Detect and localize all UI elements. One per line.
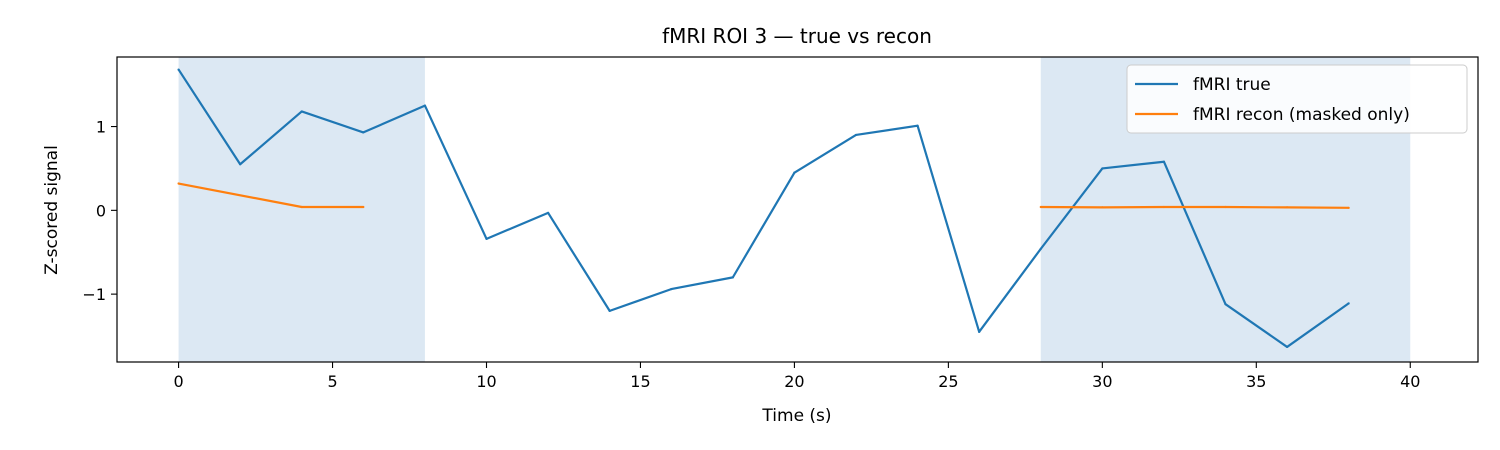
data-point-recon [1285,206,1289,209]
x-tick-label: 40 [1400,372,1420,391]
x-tick-label: 35 [1246,372,1266,391]
series-line-fmri-true [177,68,1350,349]
data-point-true [1162,160,1166,163]
data-point-true [731,276,734,279]
data-point-true [608,309,611,312]
data-point-true [1285,345,1289,349]
x-tick-label: 15 [630,372,650,391]
x-tick-label: 5 [327,372,337,391]
plot-frame [116,56,1479,363]
data-point-true [1039,247,1042,250]
data-point-true [177,68,180,71]
data-point-true [300,110,303,113]
y-axis-label: Z-scored signal [42,145,62,275]
series-layer [177,68,1350,349]
data-point-recon [1101,206,1104,209]
x-tick-label: 30 [1092,372,1112,391]
x-tick-label: 20 [784,372,804,391]
data-point-true [854,133,858,137]
data-point-true [670,288,673,291]
legend-label-recon: fMRI recon (masked only) [1193,105,1410,125]
data-point-recon [362,205,365,209]
data-point-true [239,163,242,166]
data-point-true [1101,167,1104,170]
masked-regions [178,57,1411,362]
data-point-recon [1162,205,1166,209]
data-point-true [1224,303,1227,306]
series-line-fmri-recon-1 [1040,205,1349,209]
x-axis-label: Time (s) [761,406,831,426]
y-axis-ticks: −1 0 1 [82,118,117,304]
masked-region-0 [178,57,425,362]
data-point-recon [1039,205,1042,209]
y-tick-label: 0 [96,201,106,220]
x-axis-ticks: 0 5 10 15 20 25 30 35 40 [173,362,1420,391]
data-point-true [423,104,427,107]
x-tick-label: 10 [476,372,496,391]
data-point-recon [300,205,303,209]
data-point-true [916,124,919,127]
y-tick-label: −1 [82,285,106,304]
data-point-recon [1347,206,1350,209]
data-point-true [978,330,981,333]
y-tick-label: 1 [96,118,106,137]
data-point-true [546,211,550,214]
legend-label-true: fMRI true [1193,75,1271,95]
data-point-true [485,237,488,240]
data-point-true [793,171,796,174]
data-point-true [1347,302,1350,305]
chart-title: fMRI ROI 3 — true vs recon [662,24,932,48]
data-point-recon [177,182,180,185]
legend-box [1126,64,1468,134]
x-tick-label: 0 [173,372,183,391]
data-point-recon [1224,205,1227,209]
data-point-true [362,131,365,134]
x-tick-label: 25 [938,372,958,391]
legend: fMRI true fMRI recon (masked only) [1126,64,1468,134]
